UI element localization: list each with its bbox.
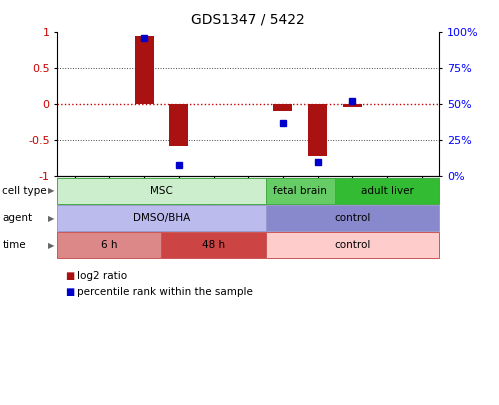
Text: log2 ratio: log2 ratio	[77, 271, 127, 281]
Text: percentile rank within the sample: percentile rank within the sample	[77, 287, 253, 296]
Text: adult liver: adult liver	[361, 186, 414, 196]
Text: control: control	[334, 240, 371, 250]
Text: ▶: ▶	[48, 241, 55, 250]
Text: 6 h: 6 h	[101, 240, 118, 250]
Text: control: control	[334, 213, 371, 223]
Bar	[169, 104, 189, 146]
Text: MSC: MSC	[150, 186, 173, 196]
Text: agent: agent	[2, 213, 32, 223]
Text: 48 h: 48 h	[202, 240, 225, 250]
Text: fetal brain: fetal brain	[273, 186, 327, 196]
Text: ■: ■	[65, 271, 74, 281]
Bar	[343, 104, 362, 107]
Text: ▶: ▶	[48, 186, 55, 196]
Text: ▶: ▶	[48, 213, 55, 223]
Bar	[135, 36, 154, 104]
Text: GDS1347 / 5422: GDS1347 / 5422	[192, 12, 305, 26]
Text: DMSO/BHA: DMSO/BHA	[133, 213, 190, 223]
Bar	[308, 104, 327, 156]
Text: time: time	[2, 240, 26, 250]
Bar	[273, 104, 292, 111]
Text: ■: ■	[65, 287, 74, 296]
Text: cell type: cell type	[2, 186, 47, 196]
